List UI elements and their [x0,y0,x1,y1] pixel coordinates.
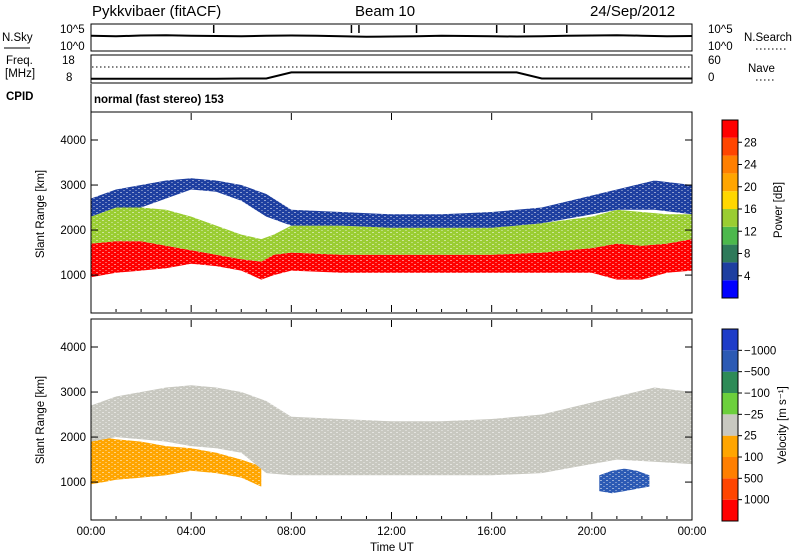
y-tick-label-1: 2000 [60,432,86,444]
colorbar-tick-label-2: 12 [744,226,757,238]
echo-band-texture-1 [91,385,692,476]
x-tick-label-2: 08:00 [277,526,306,538]
cpid-label: CPID [6,91,33,103]
colorbar-tick-label-3: 25 [744,431,757,443]
colorbar-swatch-0 [722,499,738,521]
power-colorbar: 4 8 12 16 20 24 28 [721,119,757,299]
noise-tick-left-bottom: 10^0 [60,41,85,53]
x-tick-label-1: 04:00 [177,526,206,538]
power-colorbar-label: Power [dB] [773,182,785,238]
nave-tick-bottom: 0 [708,72,714,84]
colorbar-swatch-1 [722,262,738,281]
echo-band-texture-2 [599,468,650,494]
power-axes: 1000 2000 3000 4000 [60,113,693,312]
y-tick-label-2: 3000 [60,387,86,399]
date-title: 24/Sep/2012 [590,3,675,20]
power-panel-frame [90,111,693,314]
colorbar-swatch-7 [722,350,738,372]
velocity-data [91,385,692,494]
noise-search-label: N.Search [744,32,792,44]
nave-label: Nave [748,63,775,75]
noise-sky-line [90,34,693,38]
x-axis-title: Time UT [370,542,414,554]
noise-panel [90,23,693,52]
y-tick-label-1: 2000 [60,225,86,237]
noise-tick-right-bottom: 10^0 [708,41,733,53]
colorbar-tick-label-6: −500 [744,367,770,379]
y-tick-label-3: 4000 [60,135,86,147]
x-tick-label-6: 00:00 [678,526,707,538]
colorbar-swatch-6 [722,173,738,192]
noise-spikes [212,25,568,33]
colorbar-swatch-4 [722,414,738,436]
nave-tick-top: 60 [708,55,721,67]
colorbar-tick-label-4: 20 [744,182,757,194]
station-title: Pykkvibaer (fitACF) [92,3,221,20]
power-data [91,178,692,280]
noise-sky-label: N.Sky [2,32,33,44]
noise-tick-left-top: 10^5 [60,24,85,36]
power-ylabel: Slant Range [km] [35,170,47,258]
colorbar-tick-label-0: 4 [744,271,751,283]
frequency-line [91,71,692,80]
freq-label-line1: Freq. [6,55,33,67]
colorbar-tick-label-0: 1000 [744,495,770,507]
colorbar-tick-label-3: 16 [744,204,757,216]
velocity-panel-frame [90,318,693,521]
velocity-colorbar: 1000 500 100 25 −25 −100 −500 −1000 [721,328,776,522]
colorbar-swatch-3 [722,435,738,457]
colorbar-swatch-7 [722,155,738,174]
x-tick-label-3: 12:00 [377,526,406,538]
x-tick-label-0: 00:00 [77,526,106,538]
colorbar-swatch-5 [722,191,738,209]
colorbar-tick-label-1: 8 [744,249,750,261]
frequency-panel [90,54,693,84]
y-tick-label-2: 3000 [60,180,86,192]
colorbar-swatch-8 [722,329,738,351]
y-tick-label-0: 1000 [60,477,86,489]
colorbar-swatch-4 [722,209,738,227]
cpid-text: normal (fast stereo) 153 [94,94,224,106]
velocity-ylabel: Slant Range [km] [35,376,47,464]
colorbar-swatch-5 [722,393,738,415]
colorbar-swatch-3 [722,226,738,245]
colorbar-swatch-2 [722,457,738,479]
colorbar-swatch-9 [722,120,738,138]
colorbar-tick-label-6: 28 [744,137,757,149]
colorbar-tick-label-5: 24 [744,160,757,172]
colorbar-swatch-2 [722,244,738,263]
freq-tick-top: 18 [62,55,75,67]
velocity-colorbar-label: Velocity [m s⁻¹] [777,386,789,464]
colorbar-tick-label-1: 500 [744,473,763,485]
echo-band-texture-2 [91,178,692,228]
x-tick-label-5: 20:00 [577,526,606,538]
beam-title: Beam 10 [355,3,415,20]
freq-tick-bottom: 8 [66,72,72,84]
y-tick-label-0: 1000 [60,270,86,282]
colorbar-tick-label-4: −25 [744,409,764,421]
colorbar-tick-label-2: 100 [744,452,763,464]
x-tick-label-4: 16:00 [477,526,506,538]
echo-band-texture-0 [91,239,692,280]
colorbar-swatch-0 [722,280,738,298]
colorbar-swatch-1 [722,478,738,500]
echo-band-texture-0 [91,437,262,487]
noise-tick-right-top: 10^5 [708,24,733,36]
colorbar-frame [721,328,739,522]
velocity-axes: 1000 2000 3000 4000 00:00 04:00 08:00 12:00 16:0… [60,320,706,538]
colorbar-swatch-6 [722,371,738,393]
colorbar-swatch-8 [722,137,738,156]
echo-band-texture-1 [91,207,692,262]
colorbar-tick-label-5: −100 [744,388,770,400]
freq-label-line2: [MHz] [5,68,35,80]
colorbar-tick-label-7: −1000 [744,345,776,357]
y-tick-label-3: 4000 [60,342,86,354]
